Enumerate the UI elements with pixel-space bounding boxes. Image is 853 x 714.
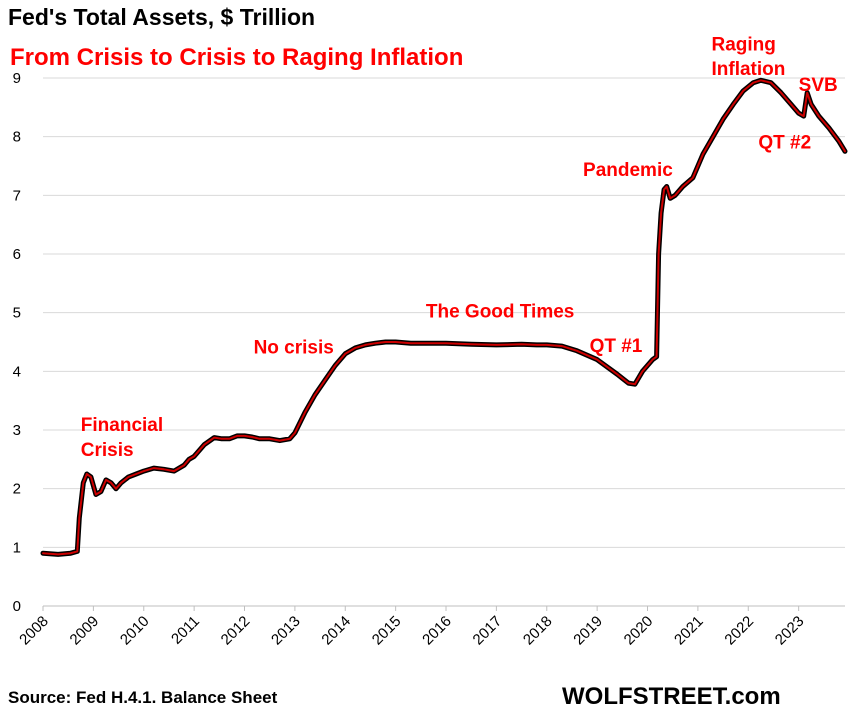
x-tick-label: 2023 xyxy=(772,613,808,649)
x-tick-label: 2013 xyxy=(268,613,304,649)
annotation-label: Pandemic xyxy=(583,160,673,181)
x-tick-label: 2011 xyxy=(168,613,203,648)
annotation-label: No crisis xyxy=(254,338,334,359)
x-tick-label: 2017 xyxy=(470,613,506,649)
x-tick-label: 2008 xyxy=(16,613,52,649)
y-tick-label: 2 xyxy=(13,481,21,498)
y-tick-label: 7 xyxy=(13,187,21,204)
y-tick-label: 8 xyxy=(13,129,21,146)
y-tick-label: 1 xyxy=(13,539,21,556)
x-tick-label: 2020 xyxy=(621,613,657,649)
x-tick-label: 2018 xyxy=(520,613,556,649)
x-tick-label: 2010 xyxy=(117,613,153,649)
annotation-label: Crisis xyxy=(81,440,134,461)
x-tick-label: 2009 xyxy=(67,613,103,649)
annotation-label: Inflation xyxy=(712,59,786,80)
y-tick-label: 3 xyxy=(13,422,21,439)
y-tick-label: 4 xyxy=(13,363,21,380)
y-tick-label: 5 xyxy=(13,305,21,322)
y-tick-label: 9 xyxy=(13,70,21,87)
annotation-label: SVB xyxy=(799,75,838,96)
x-tick-label: 2016 xyxy=(419,613,455,649)
x-tick-label: 2015 xyxy=(369,613,405,649)
y-tick-label: 6 xyxy=(13,246,21,263)
annotation-label: Financial xyxy=(81,415,163,436)
source-note: Source: Fed H.4.1. Balance Sheet xyxy=(8,688,278,707)
x-tick-label: 2019 xyxy=(570,613,606,649)
x-tick-label: 2012 xyxy=(218,613,254,649)
annotation-label: The Good Times xyxy=(426,301,575,322)
chart-title: Fed's Total Assets, $ Trillion xyxy=(8,4,316,30)
series-line xyxy=(42,79,846,556)
annotation-label: QT #2 xyxy=(758,132,811,153)
x-tick-label: 2021 xyxy=(671,613,707,649)
annotation-label: QT #1 xyxy=(590,336,643,357)
annotation-label: Raging xyxy=(712,34,776,55)
x-tick-label: 2014 xyxy=(318,613,354,649)
brand-logo-text: WOLFSTREET.com xyxy=(562,683,781,710)
chart-subtitle: From Crisis to Crisis to Raging Inflatio… xyxy=(10,44,464,71)
x-tick-label: 2022 xyxy=(721,613,757,649)
y-tick-label: 0 xyxy=(13,598,21,615)
